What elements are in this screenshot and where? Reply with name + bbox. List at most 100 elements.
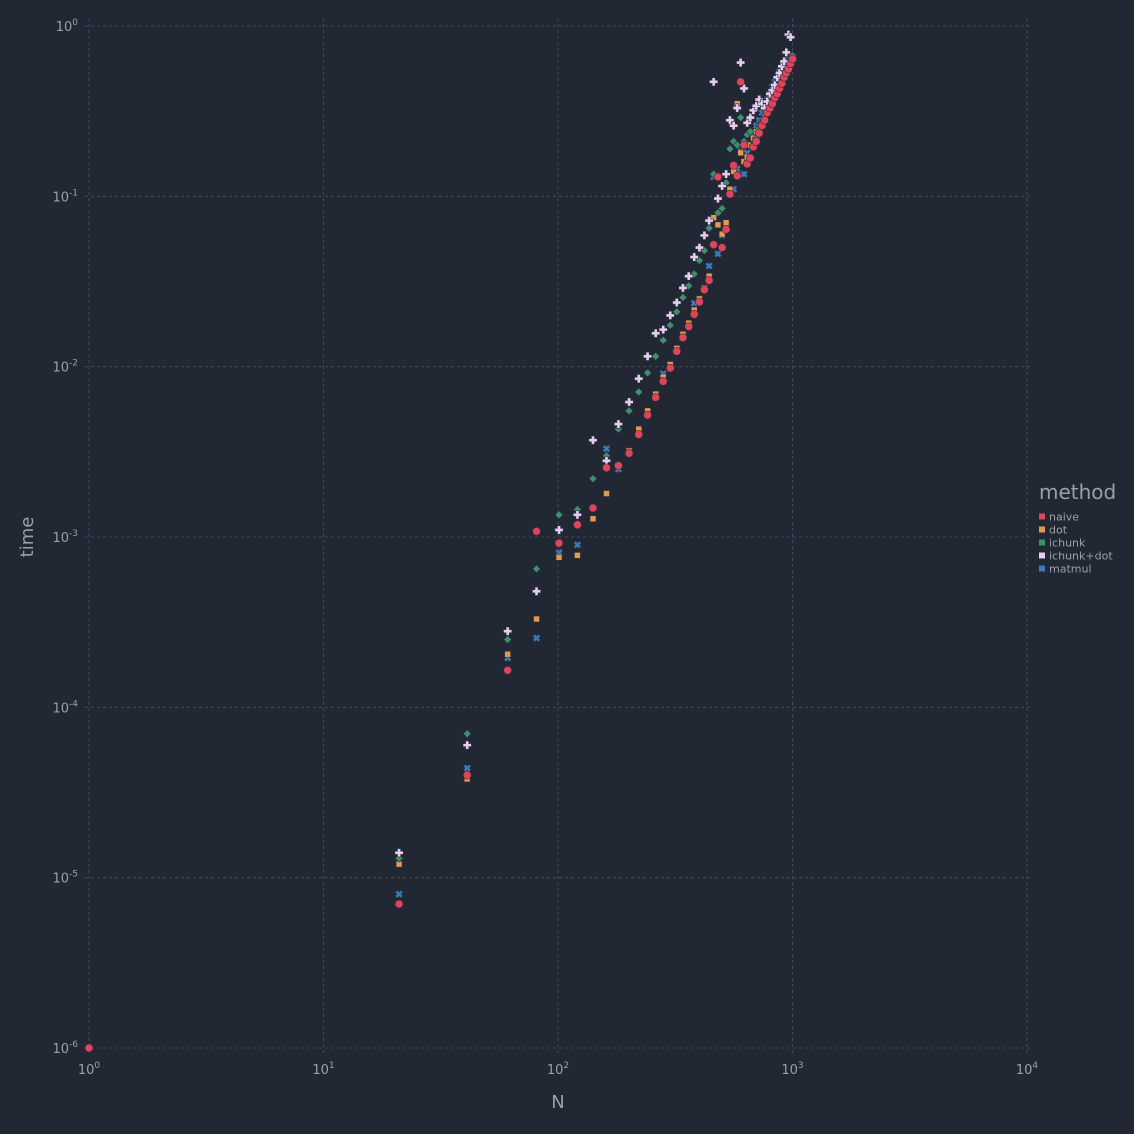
data-point — [672, 298, 682, 308]
data-point — [672, 307, 682, 317]
data-point — [651, 351, 661, 361]
data-point — [717, 181, 727, 191]
data-point — [643, 368, 653, 378]
data-point — [651, 328, 661, 338]
data-point — [704, 261, 714, 271]
y-tick-label: 10-3 — [52, 529, 78, 546]
data-point — [721, 169, 731, 179]
data-point — [555, 554, 563, 561]
data-point — [732, 171, 742, 181]
data-point — [736, 58, 746, 68]
data-point — [713, 249, 723, 259]
data-point — [665, 363, 675, 373]
data-point — [725, 189, 735, 199]
data-point — [503, 665, 512, 675]
data-point — [722, 219, 730, 227]
data-point — [779, 56, 789, 66]
x-tick-label: 104 — [1016, 1061, 1039, 1078]
legend-label: naive — [1049, 511, 1079, 524]
data-point — [678, 292, 688, 302]
data-point — [554, 538, 564, 548]
data-point — [572, 510, 582, 520]
data-point — [739, 140, 749, 150]
data-point — [718, 230, 726, 238]
data-point — [462, 763, 472, 773]
legend-title: method — [1039, 480, 1116, 504]
data-point — [624, 449, 634, 458]
data-point — [732, 140, 742, 150]
data-point — [503, 626, 513, 636]
y-tick-label: 10-1 — [52, 188, 78, 205]
data-point — [651, 393, 661, 402]
y-axis-ticks: 100 10-1 10-2 10-3 10-4 10-5 10-6 — [52, 18, 78, 1057]
data-point — [745, 127, 755, 136]
data-point — [678, 283, 688, 293]
data-point — [603, 490, 610, 497]
data-point — [689, 309, 699, 319]
data-point — [394, 899, 404, 909]
legend-label: ichunk+dot — [1049, 550, 1113, 563]
data-point — [729, 161, 738, 170]
data-point — [700, 285, 709, 295]
data-point — [714, 221, 722, 229]
data-point — [760, 115, 769, 125]
data-point — [725, 144, 735, 154]
data-point — [717, 243, 727, 252]
data-point — [602, 463, 611, 473]
data-point — [739, 83, 749, 93]
data-point — [394, 848, 404, 858]
series-ichunk-dot — [394, 30, 796, 858]
data-point — [602, 444, 611, 453]
data-point — [643, 351, 653, 361]
legend-label: ichunk — [1049, 537, 1086, 550]
data-point — [665, 310, 675, 320]
y-tick-label: 100 — [56, 18, 79, 35]
data-point — [643, 410, 652, 420]
data-point — [713, 194, 723, 204]
data-point — [788, 54, 797, 64]
data-point — [589, 515, 597, 523]
data-point — [665, 320, 675, 330]
y-tick-label: 10-5 — [52, 870, 78, 887]
data-point — [554, 525, 564, 535]
data-point — [754, 128, 764, 138]
data-point — [624, 406, 634, 416]
data-point — [684, 322, 694, 331]
x-tick-label: 103 — [781, 1061, 803, 1078]
data-point — [729, 121, 739, 131]
data-point — [672, 347, 682, 356]
data-point — [709, 77, 719, 87]
data-point — [532, 527, 541, 536]
data-point — [588, 435, 598, 445]
x-tick-label: 101 — [312, 1061, 334, 1078]
data-point — [658, 377, 668, 386]
data-point — [709, 240, 718, 250]
data-points — [84, 30, 798, 1053]
grid — [85, 18, 1033, 1053]
x-axis-title: N — [551, 1092, 564, 1113]
data-point — [699, 230, 709, 240]
data-point — [588, 503, 598, 513]
data-point — [532, 586, 542, 596]
data-point — [614, 424, 623, 434]
data-point — [746, 153, 755, 163]
data-point — [736, 113, 746, 122]
y-tick-label: 10-4 — [52, 699, 78, 716]
x-tick-label: 102 — [547, 1061, 569, 1078]
x-tick-label: 100 — [78, 1061, 101, 1078]
data-point — [533, 615, 540, 623]
data-point — [704, 216, 714, 226]
data-point — [588, 474, 598, 484]
data-point — [573, 520, 582, 530]
data-point — [737, 149, 744, 157]
data-point — [781, 47, 791, 57]
data-point — [713, 172, 723, 182]
data-point — [695, 297, 704, 307]
data-point — [613, 419, 623, 429]
data-point — [732, 103, 742, 113]
data-point — [694, 243, 704, 253]
y-axis-title: time — [17, 517, 38, 558]
